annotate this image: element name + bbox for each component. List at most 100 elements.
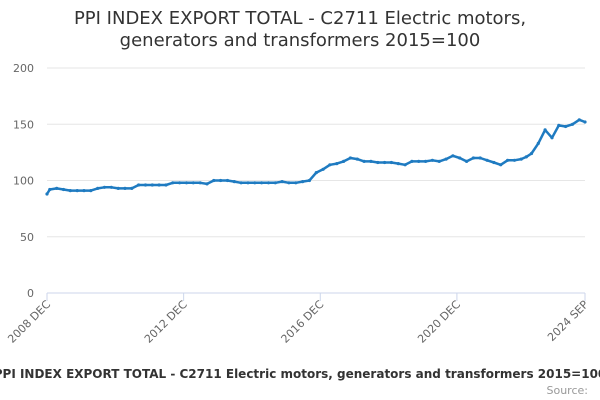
grid-lines (47, 67, 585, 238)
x-tick-label: 2020 DEC (415, 298, 463, 346)
data-point[interactable] (499, 163, 503, 167)
axes: 0 50 100 150 200 2008 DEC 2012 DEC 2016 DEC 2020… (5, 62, 591, 346)
legend[interactable]: PPI INDEX EXPORT TOTAL - C2711 Electric … (0, 367, 600, 381)
data-point[interactable] (536, 141, 540, 145)
data-point[interactable] (342, 159, 346, 163)
y-tick-label-100: 100 (13, 175, 34, 188)
data-point[interactable] (383, 160, 387, 165)
data-point[interactable] (492, 160, 496, 165)
y-tick-label-200: 200 (13, 62, 34, 75)
data-point[interactable] (48, 187, 52, 192)
data-point[interactable] (212, 178, 216, 183)
data-point[interactable] (137, 183, 141, 187)
data-point[interactable] (321, 167, 325, 171)
data-point[interactable] (178, 181, 182, 185)
data-point[interactable] (157, 183, 161, 187)
data-point[interactable] (550, 136, 554, 140)
data-point[interactable] (191, 181, 195, 185)
data-point[interactable] (485, 158, 489, 162)
data-point[interactable] (45, 192, 49, 196)
data-point[interactable] (314, 171, 318, 175)
data-point[interactable] (451, 154, 455, 158)
chart-title-line-1: PPI INDEX EXPORT TOTAL - C2711 Electric … (74, 8, 526, 29)
data-point[interactable] (205, 182, 209, 186)
data-point[interactable] (116, 186, 120, 190)
data-point[interactable] (184, 181, 189, 185)
data-point[interactable] (287, 181, 291, 185)
data-point[interactable] (266, 181, 271, 185)
y-tick-label-50: 50 (20, 231, 34, 244)
data-point[interactable] (519, 157, 523, 161)
data-point[interactable] (417, 159, 421, 163)
y-tick-label-0: 0 (27, 287, 34, 300)
data-point[interactable] (150, 183, 154, 187)
data-point[interactable] (577, 118, 581, 122)
data-point[interactable] (376, 160, 380, 165)
data-point[interactable] (543, 128, 547, 132)
chart-title-line-2: generators and transformers 2015=100 (120, 30, 481, 51)
data-point[interactable] (75, 189, 79, 193)
x-tick-label: 2024 SEP (545, 298, 591, 344)
data-point[interactable] (424, 159, 428, 163)
data-point[interactable] (225, 178, 230, 183)
data-point[interactable] (102, 185, 107, 189)
data-point[interactable] (506, 158, 510, 162)
data-point[interactable] (355, 157, 359, 161)
data-point[interactable] (123, 186, 127, 190)
data-point[interactable] (130, 186, 134, 190)
data-point[interactable] (335, 162, 339, 166)
data-point[interactable] (396, 162, 400, 166)
data-point[interactable] (564, 124, 568, 129)
source-credit[interactable]: Source: (547, 384, 589, 397)
data-point[interactable] (348, 156, 352, 160)
x-tick-label: 2008 DEC (5, 298, 53, 346)
data-point[interactable] (260, 181, 264, 185)
data-point[interactable] (253, 181, 257, 185)
data-point[interactable] (430, 158, 434, 162)
data-point[interactable] (280, 180, 284, 184)
data-point[interactable] (109, 185, 113, 189)
data-point[interactable] (403, 163, 407, 167)
data-point[interactable] (557, 123, 561, 127)
data-point[interactable] (362, 159, 366, 163)
data-point[interactable] (294, 181, 298, 185)
data-point[interactable] (246, 181, 250, 185)
data-point[interactable] (239, 181, 243, 185)
data-point[interactable] (143, 183, 148, 187)
data-point[interactable] (198, 181, 202, 185)
data-point[interactable] (410, 159, 414, 163)
data-point[interactable] (471, 156, 475, 160)
data-point[interactable] (164, 183, 168, 187)
legend-item-label[interactable]: PPI INDEX EXPORT TOTAL - C2711 Electric … (0, 367, 600, 381)
data-point[interactable] (82, 189, 86, 193)
data-point[interactable] (369, 159, 373, 163)
data-point[interactable] (273, 181, 277, 185)
data-point[interactable] (444, 157, 448, 161)
data-point[interactable] (68, 189, 72, 193)
data-point[interactable] (529, 151, 534, 156)
data-point[interactable] (437, 159, 441, 163)
data-point[interactable] (96, 186, 100, 190)
data-point[interactable] (478, 156, 482, 160)
data-point[interactable] (232, 180, 236, 184)
x-tick-label: 2012 DEC (142, 298, 190, 346)
data-point[interactable] (524, 155, 528, 159)
data-point[interactable] (171, 181, 175, 185)
data-point[interactable] (465, 159, 469, 163)
data-point[interactable] (89, 189, 93, 193)
data-point[interactable] (219, 178, 223, 183)
series-line-0[interactable] (45, 118, 587, 196)
data-point[interactable] (389, 160, 393, 165)
data-point[interactable] (458, 156, 462, 160)
y-tick-label-150: 150 (13, 118, 34, 131)
x-tick-label: 2016 DEC (279, 298, 327, 346)
data-point[interactable] (307, 178, 311, 183)
data-point[interactable] (570, 122, 575, 126)
data-point[interactable] (583, 120, 587, 124)
data-point[interactable] (55, 186, 59, 190)
data-point[interactable] (61, 187, 66, 192)
data-point[interactable] (301, 180, 305, 184)
data-point[interactable] (328, 163, 332, 167)
data-point[interactable] (512, 158, 517, 162)
